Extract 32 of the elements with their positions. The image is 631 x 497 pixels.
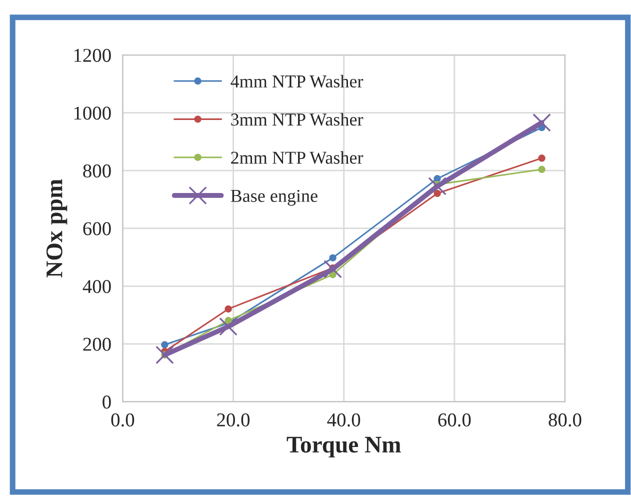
x-tick-label: 80.0 bbox=[548, 413, 582, 427]
point bbox=[224, 305, 232, 313]
y-tick-label: 400 bbox=[82, 280, 111, 294]
point bbox=[428, 177, 446, 196]
point bbox=[224, 316, 232, 324]
point bbox=[219, 317, 238, 336]
point bbox=[434, 175, 441, 182]
y-tick-label: 0 bbox=[102, 396, 111, 409]
x-tick-label: 20.0 bbox=[217, 413, 250, 427]
point bbox=[434, 190, 441, 198]
y-tick-label: 1200 bbox=[74, 48, 111, 62]
point bbox=[156, 346, 174, 364]
y-tick-label: 200 bbox=[83, 338, 111, 351]
x-axis-title: Torque Nm bbox=[286, 436, 401, 458]
x-tick-label: 0.0 bbox=[111, 413, 134, 427]
point bbox=[329, 254, 336, 262]
point bbox=[538, 166, 546, 174]
point bbox=[324, 260, 342, 278]
y-tick-label: 1000 bbox=[74, 106, 111, 120]
y-axis-title: NOx ppm bbox=[46, 179, 68, 278]
point bbox=[329, 270, 336, 278]
legend-label: 3mm NTP Washer bbox=[231, 112, 364, 126]
y-tick-label: 800 bbox=[83, 164, 111, 178]
legend-label: 2mm NTP Washer bbox=[231, 151, 364, 164]
x-tick-label: 40.0 bbox=[327, 413, 360, 427]
y-tick-label: 600 bbox=[83, 222, 111, 236]
legend-label: Base engine bbox=[230, 190, 318, 206]
legend-label: 4mm NTP Washer bbox=[230, 74, 364, 88]
point bbox=[532, 113, 551, 132]
point bbox=[161, 341, 168, 348]
x-tick-label: 60.0 bbox=[438, 413, 471, 427]
point bbox=[538, 154, 546, 162]
